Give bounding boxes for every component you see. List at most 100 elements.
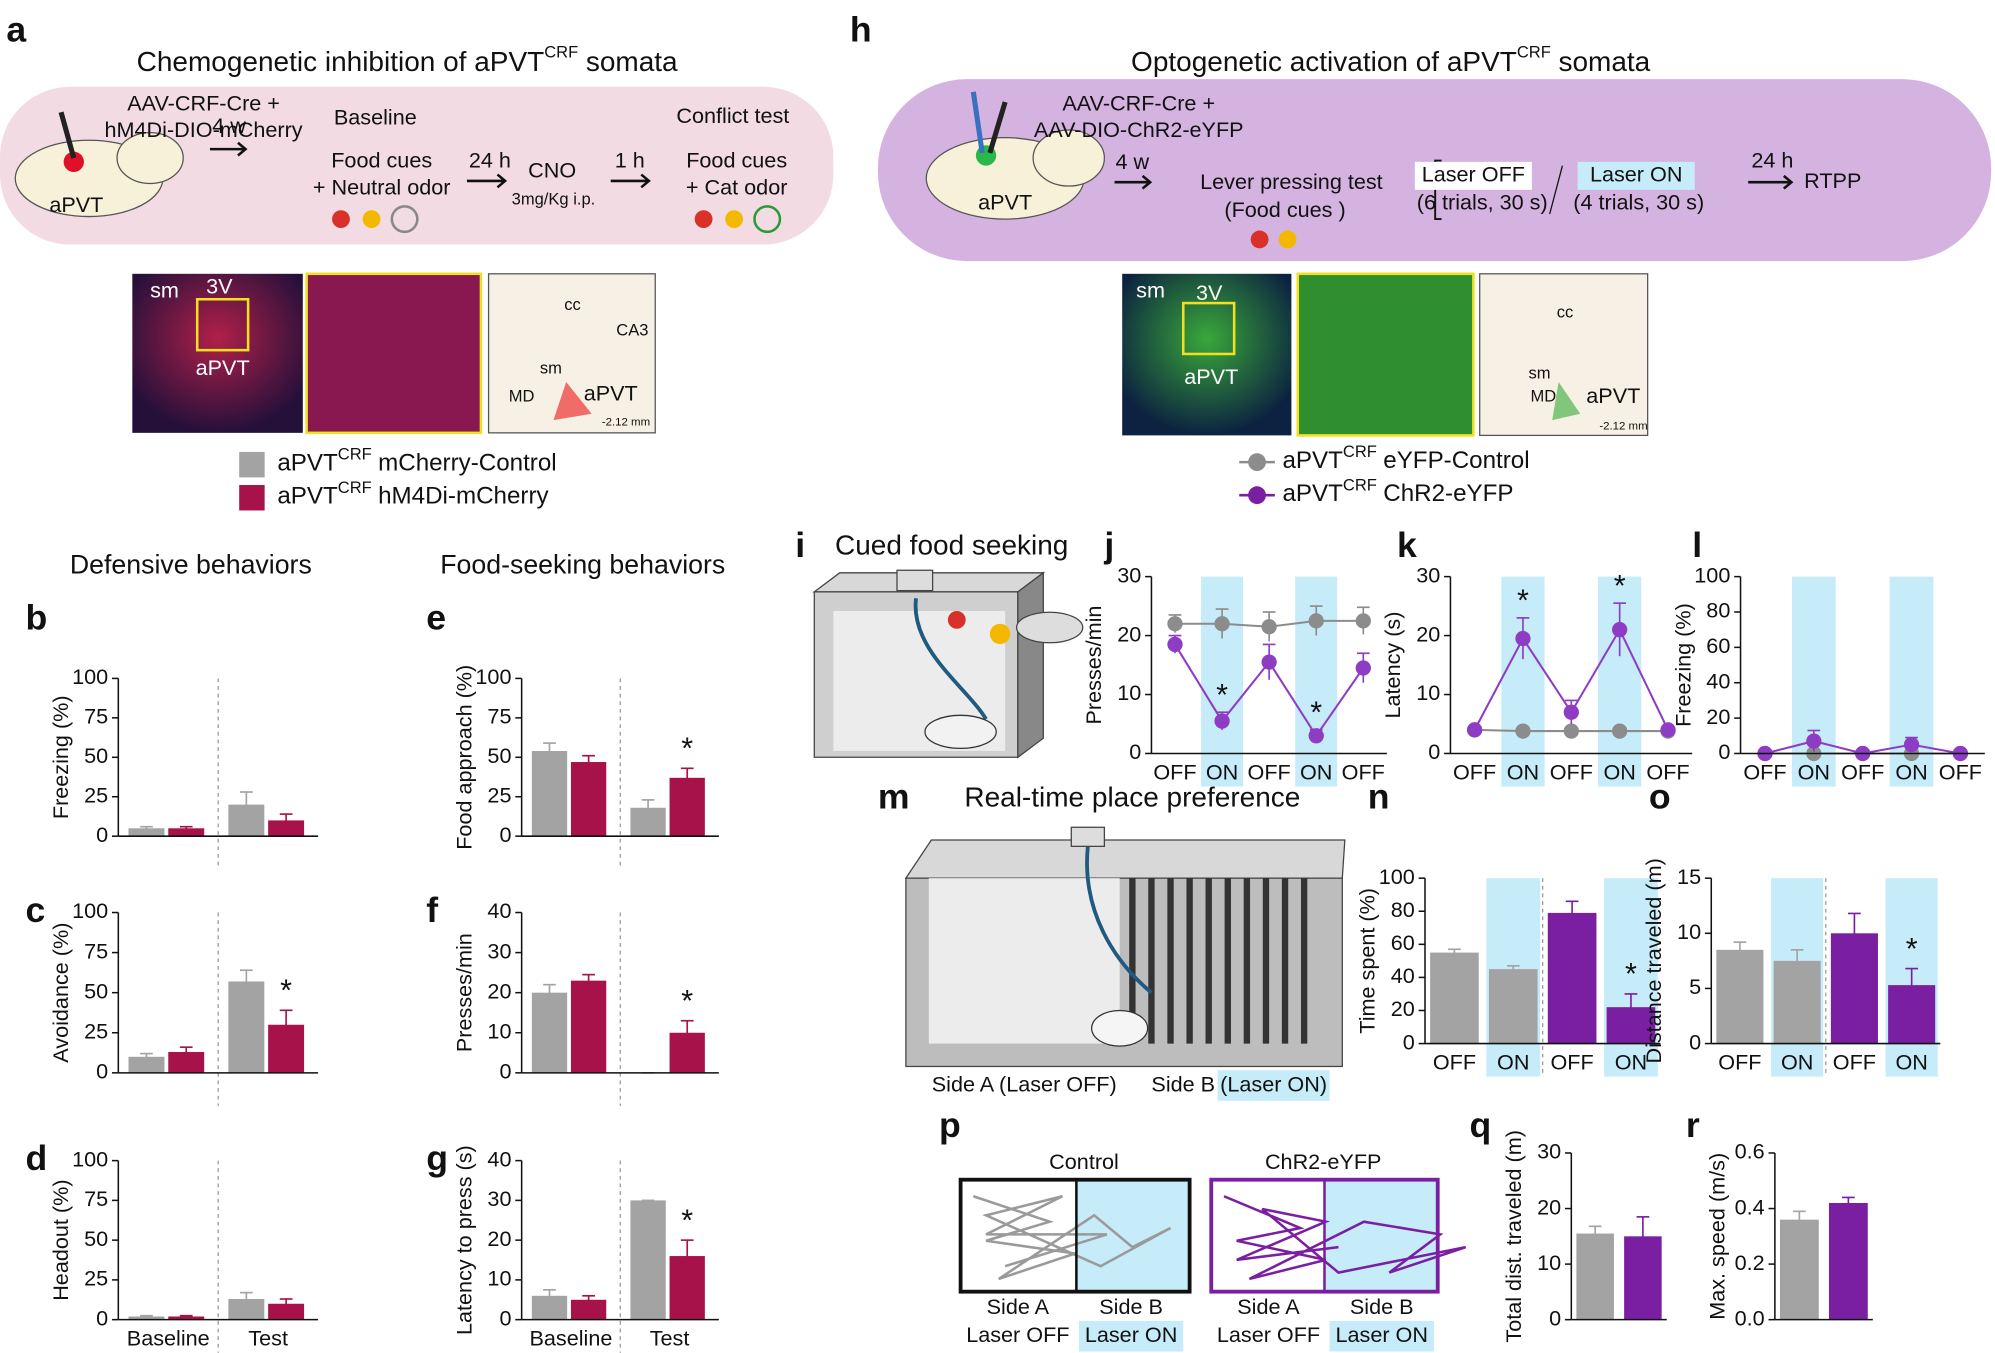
region-label: aPVT [978, 190, 1032, 215]
y-tick-label: 0 [1689, 1029, 1701, 1054]
step-text: Food cues [686, 148, 787, 173]
point [1308, 613, 1324, 629]
significance-star: * [280, 974, 292, 1008]
y-tick-label: 0 [96, 822, 108, 847]
step-text: (6 trials, 30 s) [1417, 190, 1548, 215]
legend-text: aPVT [1283, 481, 1344, 508]
bar [570, 1299, 607, 1320]
fiber-cable [913, 598, 988, 721]
y-tick-label: 10 [487, 1266, 511, 1291]
point [1308, 728, 1324, 744]
atlas-label: aPVT [1586, 383, 1640, 408]
y-tick-label: 75 [84, 704, 108, 729]
point [1563, 704, 1579, 720]
significance-star: * [1216, 678, 1228, 712]
light-icon [1278, 230, 1297, 249]
optic-fiber [970, 91, 985, 154]
title-text: Optogenetic activation of aPVT [1131, 46, 1517, 77]
light-icon [362, 210, 381, 229]
y-tick-label: 25 [84, 1266, 108, 1291]
panel-letter: q [1470, 1105, 1492, 1145]
y-axis-label: Headout (%) [48, 1179, 73, 1300]
separator [1549, 165, 1564, 215]
y-tick-label: 10 [1117, 680, 1141, 705]
bar [268, 1303, 305, 1320]
point [1515, 630, 1531, 647]
x-tick-label: OFF [1153, 760, 1196, 785]
bar [1773, 960, 1821, 1044]
bar [128, 828, 165, 837]
y-tick-label: 25 [487, 782, 511, 807]
y-tick-label: 60 [1706, 633, 1730, 658]
y-tick-label: 0 [1129, 739, 1141, 764]
significance-star: * [1625, 957, 1637, 991]
legend-label: aPVTCRF ChR2-eYFP [1283, 476, 1514, 508]
y-tick-label: 0.0 [1735, 1305, 1765, 1330]
panel-letter: n [1368, 777, 1390, 817]
title-text: Chemogenetic inhibition of aPVT [137, 46, 545, 77]
bar [168, 828, 205, 837]
y-tick-label: 10 [1677, 919, 1701, 944]
side-label: (Laser ON) [1220, 1071, 1327, 1096]
y-tick-label: 75 [84, 1186, 108, 1211]
x-tick-label: OFF [1550, 760, 1593, 785]
brain-icon [1032, 129, 1106, 187]
significance-star: * [1517, 584, 1529, 618]
tone-icon [1250, 230, 1269, 249]
x-tick-label: OFF [1939, 760, 1982, 785]
x-tick-label: OFF [1833, 1050, 1876, 1075]
legend-label: aPVTCRF hM4Di-mCherry [277, 478, 549, 510]
y-tick-label: 0 [499, 1305, 511, 1330]
laser-side [1324, 1179, 1438, 1292]
y-tick-label: 40 [487, 898, 511, 923]
track [972, 1195, 1172, 1281]
region-label: aPVT [49, 192, 103, 217]
rat [924, 714, 997, 750]
light-icon [989, 623, 1011, 645]
y-axis-label: Presses/min [451, 933, 476, 1052]
atlas-label: cc [564, 295, 581, 314]
y-tick-label: 30 [487, 938, 511, 963]
laser-on-box [1329, 1320, 1434, 1352]
y-axis-label: Max. speed (m/s) [1705, 1153, 1730, 1320]
step-text: Lever pressing test [1200, 169, 1383, 194]
point [1903, 736, 1920, 753]
panel-letter: m [878, 777, 910, 817]
y-axis-label: Distance traveled (m) [1641, 858, 1666, 1063]
point [1355, 660, 1371, 676]
point [1515, 723, 1531, 739]
syringe [987, 101, 1008, 154]
y-tick-label: 100 [1694, 562, 1730, 587]
bar [128, 1316, 165, 1320]
point [1167, 636, 1183, 653]
histology-label: 3V [206, 274, 233, 299]
legend-swatch [239, 451, 265, 478]
point [1261, 619, 1277, 635]
panel-letter: h [850, 9, 872, 49]
bar [570, 980, 607, 1073]
title-text: somata [1558, 46, 1650, 77]
bar [268, 820, 305, 837]
side-label: Side B [1099, 1294, 1163, 1319]
atlas-label: sm [1528, 364, 1550, 383]
y-tick-label: 0 [499, 822, 511, 847]
bar [1547, 912, 1597, 1044]
commutator [896, 569, 934, 592]
significance-star: * [681, 1203, 693, 1237]
laser-off-box [1414, 161, 1532, 190]
x-tick-label: OFF [1342, 760, 1385, 785]
x-tick-label: ON [1206, 760, 1238, 785]
arrow [610, 173, 651, 189]
x-tick-label: Test [650, 1326, 690, 1351]
x-tick-label: OFF [1841, 760, 1884, 785]
step-text: (Food cues ) [1224, 197, 1345, 222]
x-tick-label: ON [1615, 1050, 1647, 1075]
bar [168, 1316, 205, 1320]
x-tick-label: ON [1781, 1050, 1813, 1075]
y-tick-label: 20 [1706, 704, 1730, 729]
y-axis-label: Food approach (%) [451, 665, 476, 850]
y-tick-label: 0.4 [1735, 1194, 1765, 1219]
y-tick-label: 80 [1706, 598, 1730, 623]
y-tick-label: 0 [1403, 1029, 1415, 1054]
